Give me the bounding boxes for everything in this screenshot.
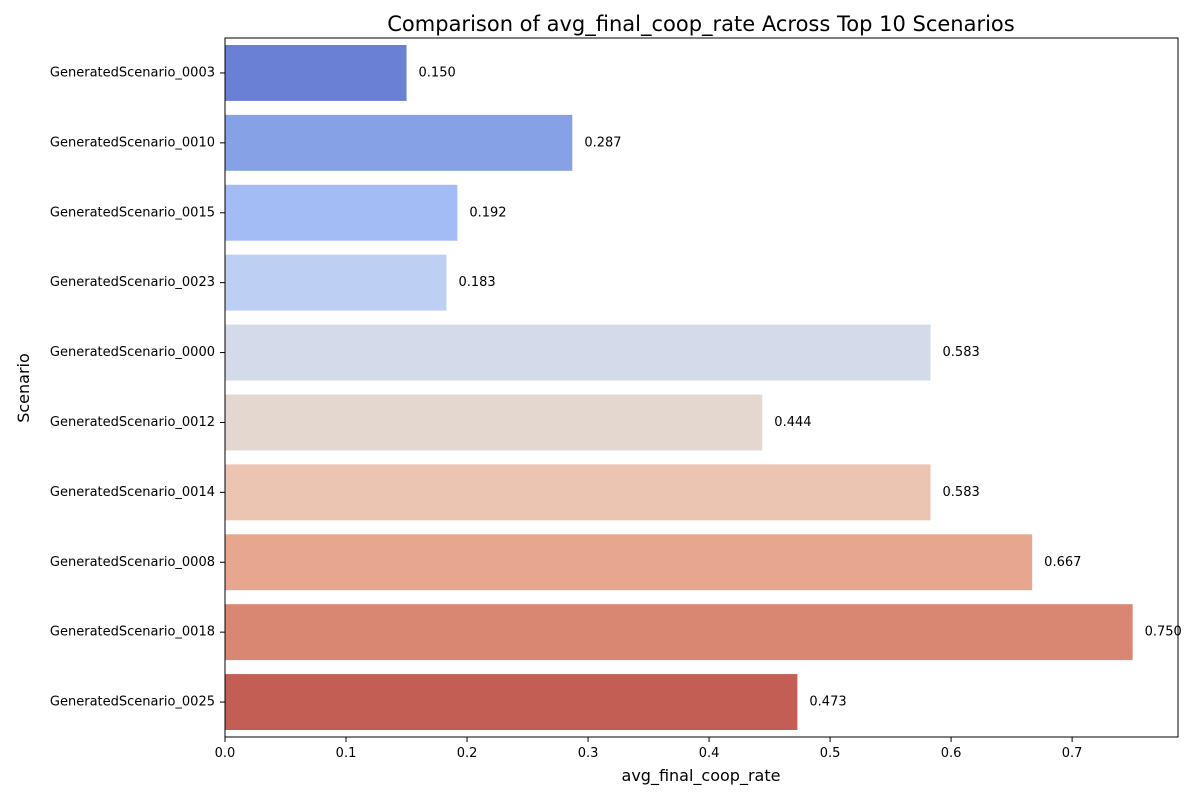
y-tick-label: GeneratedScenario_0025: [50, 695, 215, 710]
plot-area-frame: [224, 37, 1179, 738]
x-axis-label: avg_final_coop_rate: [622, 766, 781, 786]
data-label-GeneratedScenario_0025: 0.473: [809, 695, 846, 710]
data-label-GeneratedScenario_0012: 0.444: [774, 415, 811, 430]
bars-group: [225, 44, 1133, 731]
x-tick-label: 0.4: [699, 746, 720, 761]
y-axis-ticks: GeneratedScenario_0003 GeneratedScenario_…: [50, 65, 225, 710]
x-tick-label: 0.6: [941, 746, 962, 761]
y-tick-label: GeneratedScenario_0023: [50, 275, 215, 290]
bar-GeneratedScenario_0015: [225, 184, 458, 241]
bar-GeneratedScenario_0012: [225, 394, 763, 451]
data-label-GeneratedScenario_0000: 0.583: [943, 345, 980, 360]
bar-GeneratedScenario_0010: [225, 114, 573, 171]
y-tick-label: GeneratedScenario_0010: [50, 135, 215, 150]
data-label-GeneratedScenario_0008: 0.667: [1044, 555, 1081, 570]
bar-GeneratedScenario_0000: [225, 324, 931, 381]
data-label-GeneratedScenario_0023: 0.183: [458, 275, 495, 290]
y-tick-label: GeneratedScenario_0018: [50, 625, 215, 640]
y-tick-label: GeneratedScenario_0015: [50, 205, 215, 220]
x-tick-label: 0.0: [215, 746, 236, 761]
bar-GeneratedScenario_0025: [225, 674, 798, 731]
y-tick-label: GeneratedScenario_0003: [50, 65, 215, 80]
y-tick-label: GeneratedScenario_0012: [50, 415, 215, 430]
x-tick-label: 0.5: [820, 746, 841, 761]
y-axis-label: Scenario: [14, 353, 33, 423]
bar-GeneratedScenario_0018: [225, 604, 1133, 661]
y-tick-label: GeneratedScenario_0014: [50, 485, 215, 500]
data-label-GeneratedScenario_0003: 0.150: [419, 65, 456, 80]
bar-GeneratedScenario_0003: [225, 44, 407, 101]
data-label-GeneratedScenario_0018: 0.750: [1145, 625, 1182, 640]
x-tick-label: 0.3: [578, 746, 599, 761]
bar-GeneratedScenario_0014: [225, 464, 931, 521]
y-tick-label: GeneratedScenario_0000: [50, 345, 215, 360]
x-tick-label: 0.7: [1062, 746, 1083, 761]
data-label-GeneratedScenario_0010: 0.287: [584, 135, 621, 150]
x-axis-ticks: 0.0 0.1 0.2 0.3 0.4 0.5 0.6 0.7: [215, 737, 1083, 761]
bar-GeneratedScenario_0008: [225, 534, 1033, 591]
x-tick-label: 0.2: [457, 746, 478, 761]
y-tick-label: GeneratedScenario_0008: [50, 555, 215, 570]
bar-GeneratedScenario_0023: [225, 254, 447, 311]
data-label-GeneratedScenario_0014: 0.583: [943, 485, 980, 500]
data-labels-group: 0.150 0.287 0.192 0.183 0.583 0.444 0.583 0.667…: [419, 65, 1182, 709]
chart-title: Comparison of avg_final_coop_rate Across…: [387, 12, 1014, 37]
data-label-GeneratedScenario_0015: 0.192: [469, 205, 506, 220]
x-tick-label: 0.1: [336, 746, 357, 761]
